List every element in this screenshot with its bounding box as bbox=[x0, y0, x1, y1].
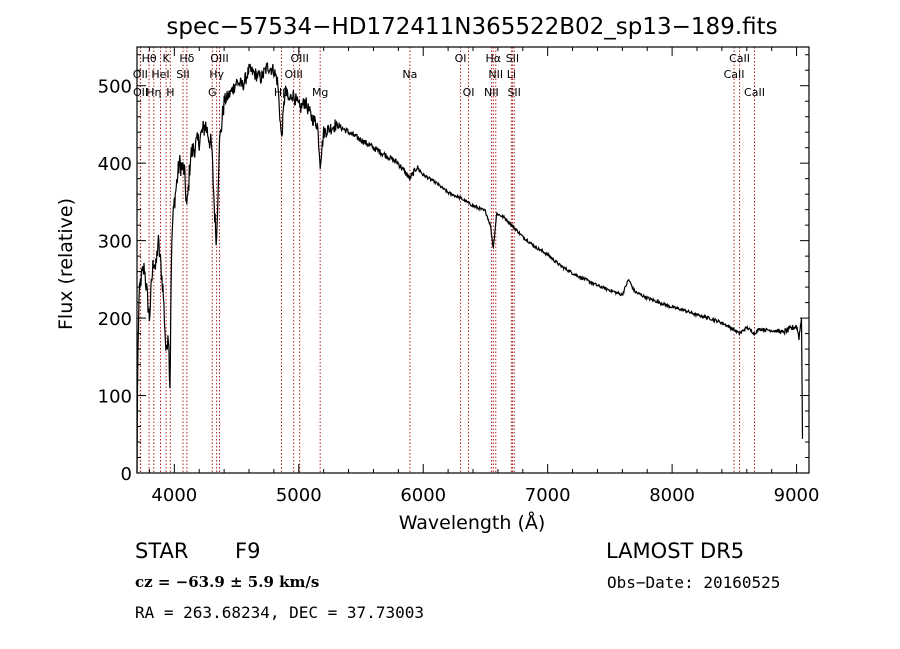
line-marker-label: CaII bbox=[724, 68, 745, 81]
y-tick-label: 500 bbox=[98, 77, 132, 98]
y-tick-label: 100 bbox=[98, 387, 132, 408]
y-axis: 0 100 200 300 400 500 bbox=[98, 54, 809, 485]
x-tick-label: 4000 bbox=[151, 485, 197, 506]
observation-date: Obs−Date: 20160525 bbox=[607, 573, 781, 592]
x-axis: 4000 5000 6000 7000 8000 9000 bbox=[148, 47, 820, 506]
y-tick-label: 200 bbox=[98, 309, 132, 330]
line-marker-label: Mg bbox=[312, 86, 328, 99]
line-marker-label: SII bbox=[506, 52, 519, 65]
line-marker-label: Hδ bbox=[179, 52, 194, 65]
line-marker-label: K bbox=[163, 52, 171, 65]
x-tick-label: 8000 bbox=[649, 485, 695, 506]
line-marker-label: HeI bbox=[151, 68, 169, 81]
line-marker-label: Na bbox=[402, 68, 417, 81]
line-marker-label: Li bbox=[507, 68, 516, 81]
object-type: STAR bbox=[135, 539, 189, 563]
x-tick-label: 5000 bbox=[276, 485, 322, 506]
line-marker-label: NII bbox=[488, 68, 503, 81]
line-marker-label: OI bbox=[455, 52, 467, 65]
plot-frame bbox=[136, 46, 810, 474]
redshift-velocity: cz = −63.9 ± 5.9 km/s bbox=[135, 573, 320, 591]
coordinates: RA = 263.68234, DEC = 37.73003 bbox=[135, 603, 424, 622]
y-tick-label: 0 bbox=[121, 464, 132, 485]
x-tick-label: 6000 bbox=[400, 485, 446, 506]
line-marker-label: OI bbox=[463, 86, 475, 99]
line-marker-label: Hα bbox=[486, 52, 502, 65]
line-marker-label: SII bbox=[176, 68, 189, 81]
line-marker-label: Hθ bbox=[142, 52, 157, 65]
spectral-subclass: F9 bbox=[235, 539, 261, 563]
line-marker-label: H bbox=[166, 86, 174, 99]
line-marker-label: Hγ bbox=[209, 68, 224, 81]
line-marker-label: SII bbox=[507, 86, 520, 99]
y-axis-label: Flux (relative) bbox=[55, 198, 77, 330]
x-tick-label: 9000 bbox=[774, 485, 820, 506]
line-marker-label: G bbox=[208, 86, 217, 99]
line-marker-label: NII bbox=[484, 86, 499, 99]
line-marker-label: OIII bbox=[284, 68, 302, 81]
line-marker-label: OIII bbox=[290, 52, 308, 65]
y-tick-label: 400 bbox=[98, 154, 132, 175]
x-axis-label: Wavelength (Å) bbox=[399, 511, 546, 534]
line-markers bbox=[139, 47, 755, 473]
x-tick-label: 7000 bbox=[525, 485, 571, 506]
line-marker-label: CaII bbox=[744, 86, 765, 99]
line-marker-label: CaII bbox=[729, 52, 750, 65]
y-tick-label: 300 bbox=[98, 232, 132, 253]
survey-name: LAMOST DR5 bbox=[606, 539, 745, 563]
spectrum-line bbox=[136, 62, 804, 474]
line-marker-label: OIII bbox=[210, 52, 228, 65]
line-marker-label: Hη bbox=[146, 86, 161, 99]
chart-title: spec−57534−HD172411N365522B02_sp13−189.f… bbox=[166, 14, 777, 40]
